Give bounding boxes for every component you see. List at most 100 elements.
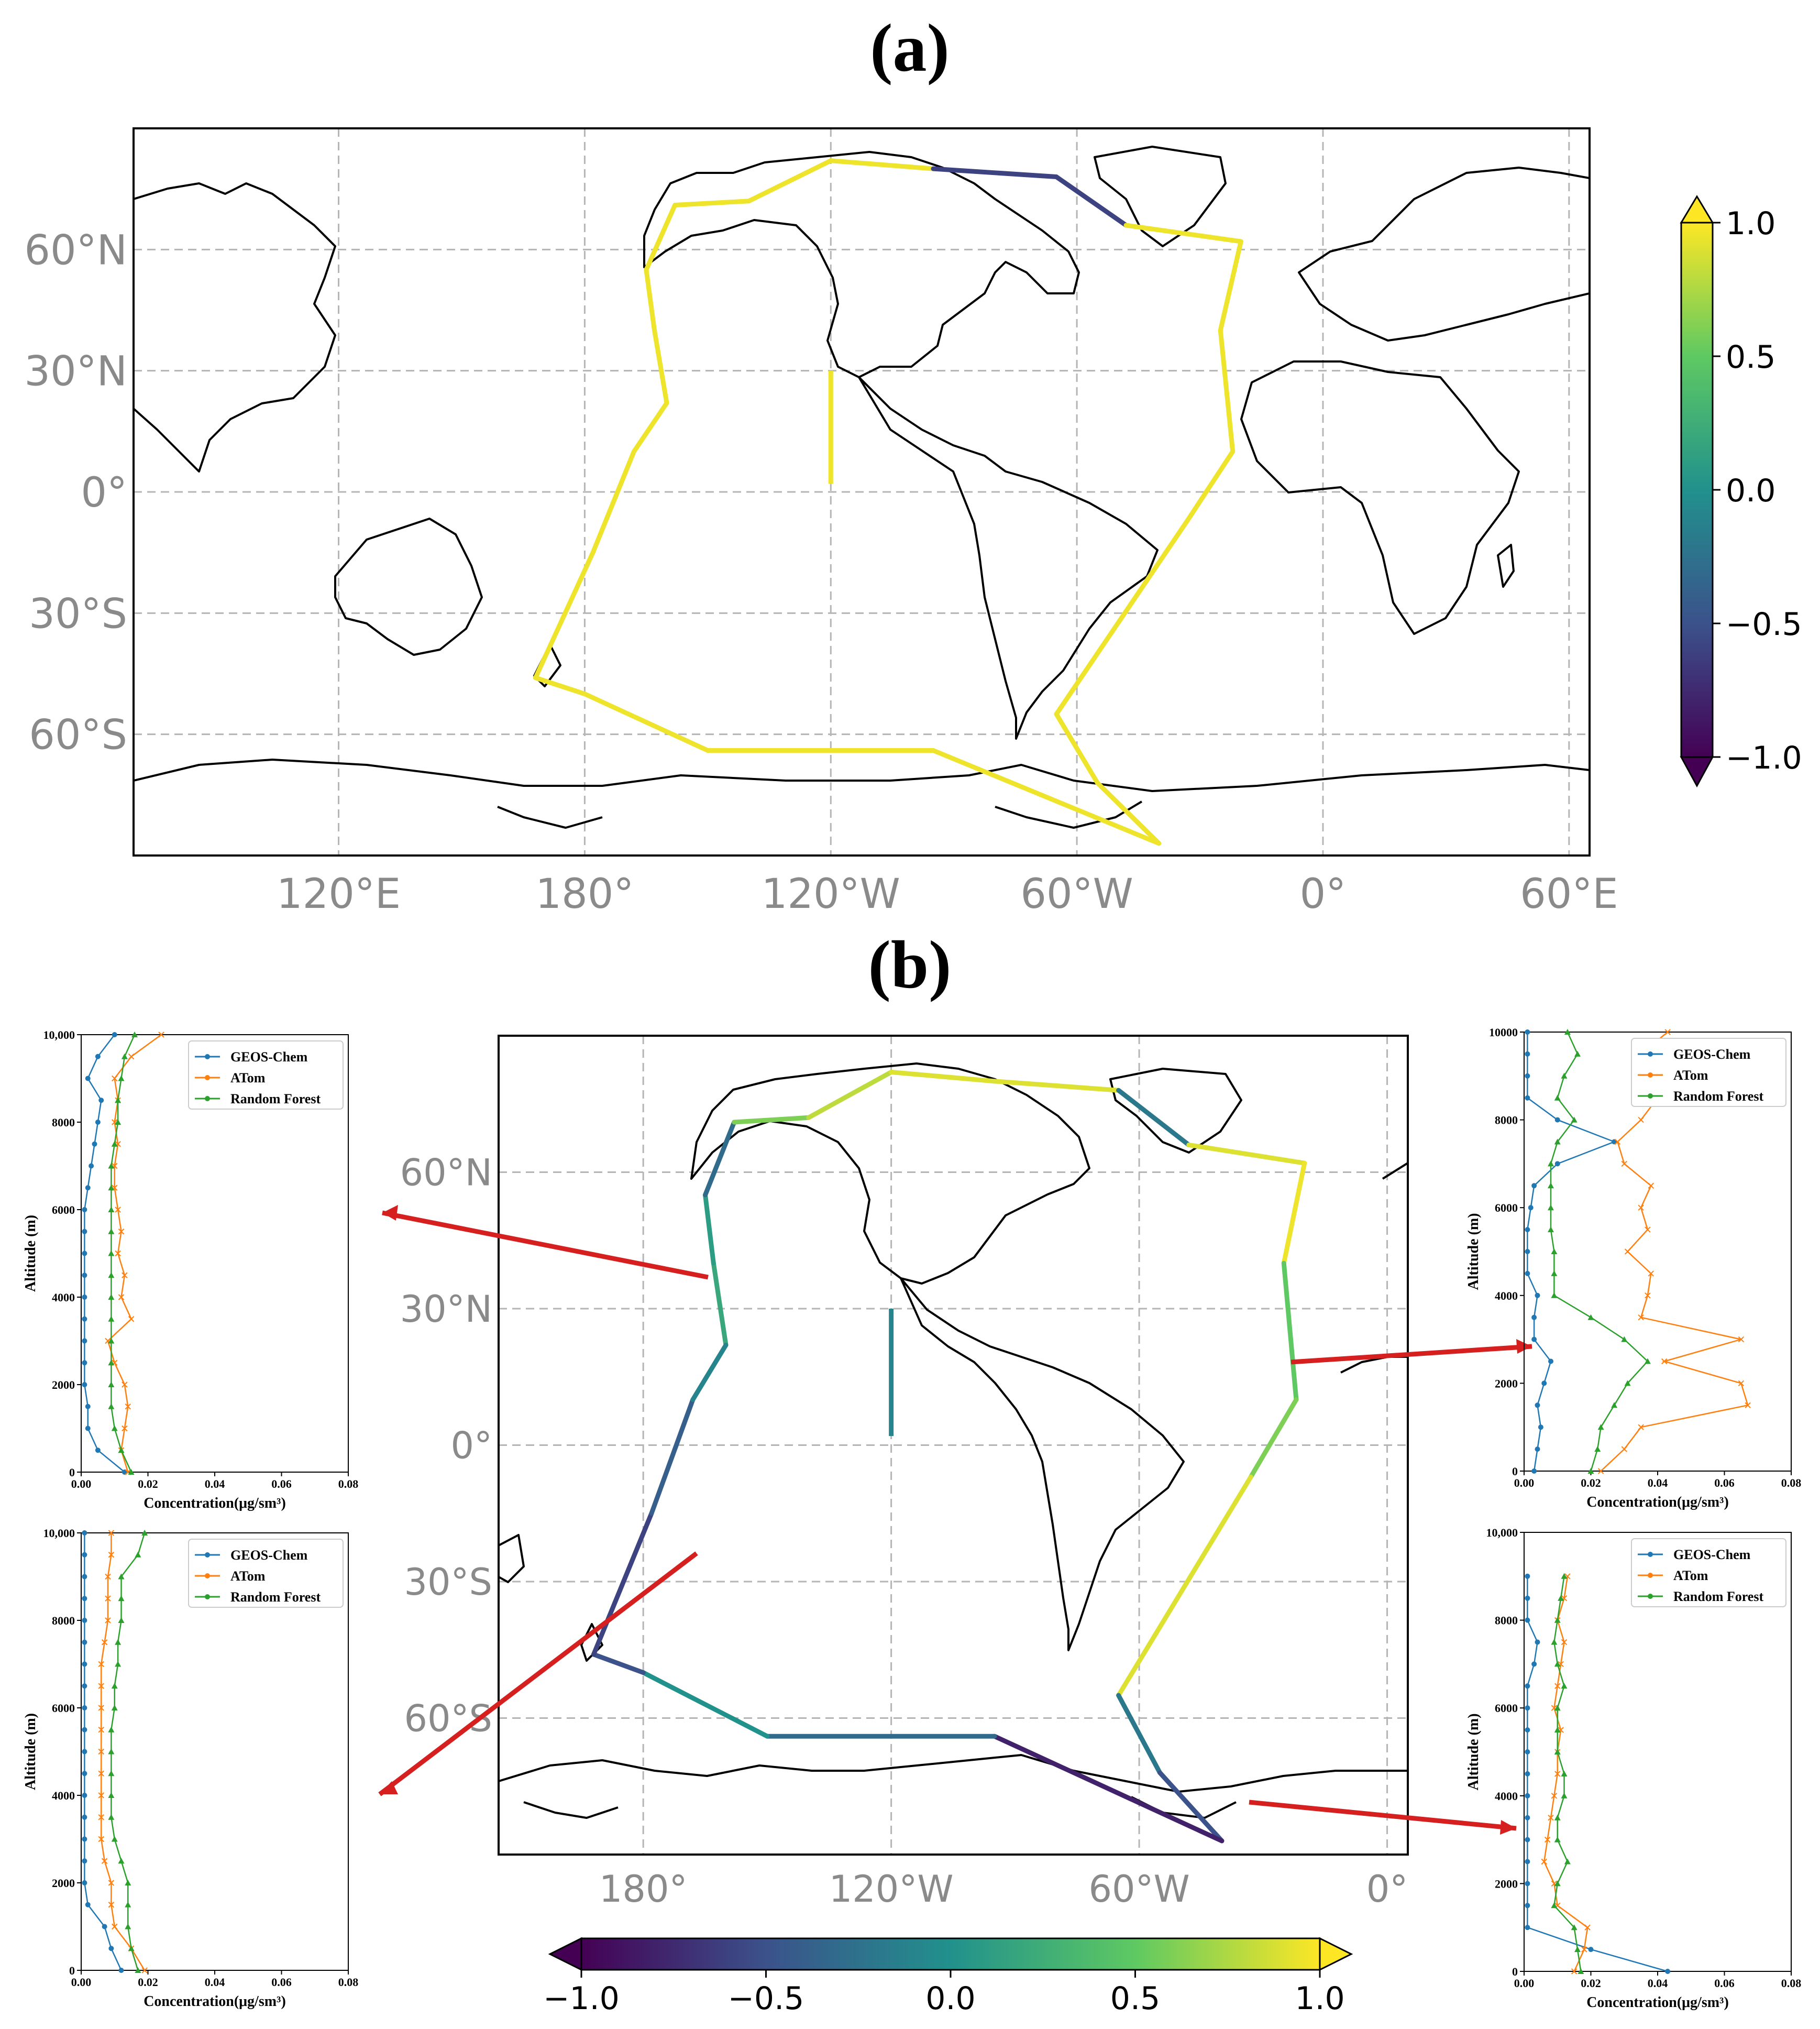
profile-point xyxy=(1541,1858,1547,1865)
profile-legend xyxy=(1631,1538,1786,1607)
colorbar-a-tick-label: 1.0 xyxy=(1726,205,1775,242)
profile-point xyxy=(108,1552,115,1558)
profile-point xyxy=(108,1814,115,1820)
profile-point xyxy=(105,1595,111,1602)
profile-point xyxy=(108,1272,115,1278)
profile-point xyxy=(82,1661,87,1667)
profile-point xyxy=(102,1924,107,1929)
profile-point xyxy=(1525,1683,1530,1689)
profile-point xyxy=(1525,1573,1530,1579)
profile-point xyxy=(128,1945,135,1951)
map-a-lat-ticks: 60°N 30°N 0° 30°S 60°S xyxy=(24,227,127,759)
profile-x-tick: 0.02 xyxy=(1581,1476,1601,1489)
profile-point xyxy=(1554,1094,1561,1101)
map-a-track-segment xyxy=(1218,328,1236,454)
profile-point xyxy=(98,1836,104,1842)
profile-point xyxy=(1588,1947,1594,1953)
profile-point xyxy=(95,1054,101,1059)
profile-point xyxy=(1538,1424,1543,1430)
profile-point xyxy=(111,1425,118,1431)
profile-point xyxy=(85,1425,91,1431)
profile-point xyxy=(1624,1380,1631,1386)
profile-point xyxy=(122,1381,128,1388)
colorbar-a-tick-label: −1.0 xyxy=(1726,740,1802,776)
profile-point xyxy=(98,1814,104,1820)
profile-point xyxy=(118,1968,124,1973)
colorbar-b-tick-label: −1.0 xyxy=(543,1980,620,2017)
map-a-lon-tick: 60°W xyxy=(1020,871,1133,918)
profile-point xyxy=(1554,1661,1561,1667)
profile-point xyxy=(1551,1902,1558,1909)
profile-x-tick: 0.06 xyxy=(271,1976,292,1989)
profile-point xyxy=(108,1185,115,1191)
profile-point xyxy=(108,1250,115,1256)
map-a-track-segment xyxy=(652,328,669,405)
profile-point xyxy=(1548,1358,1553,1364)
profile-x-tick: 0.08 xyxy=(1781,1476,1802,1489)
profile-point xyxy=(1551,1248,1558,1254)
legend-entry: ATom xyxy=(230,1569,266,1584)
profile-point xyxy=(1554,1683,1561,1690)
profile-point xyxy=(125,1901,131,1907)
map-b-track-segment xyxy=(732,1115,811,1125)
profile-x-label: Concentration(μg/sm³) xyxy=(1586,1994,1729,2011)
map-a-track-segment xyxy=(828,158,936,171)
map-a-lat-tick: 60°S xyxy=(29,712,127,759)
profile_top_right: 0.00 0.02 0.04 0.06 0.08 0 2000 4000 6000 8000 100… xyxy=(1465,1026,1801,1510)
profile-point xyxy=(1561,1770,1568,1776)
profile-point xyxy=(1525,1051,1530,1057)
colorbar-a: 1.0 0.5 0.0 −0.5 −1.0 xyxy=(1680,195,1802,788)
profile-point xyxy=(1648,1270,1654,1277)
profile_top_left: 0.00 0.02 0.04 0.06 0.08 0 2000 4000 6000 8000 10,… xyxy=(23,1028,358,1511)
map-b-flight-track xyxy=(591,1069,1307,1844)
profile-point xyxy=(108,1315,115,1322)
profile-point xyxy=(111,1836,118,1842)
profile-x-tick: 0.02 xyxy=(138,1477,158,1490)
profile-point xyxy=(105,1617,111,1624)
legend-marker xyxy=(1648,1051,1653,1057)
profile-point xyxy=(1594,1446,1601,1452)
legend-marker xyxy=(1648,1573,1653,1578)
profile-point xyxy=(101,1858,108,1864)
profile-point xyxy=(108,1530,115,1536)
profile-point xyxy=(1525,1903,1530,1909)
profile-point xyxy=(135,1967,141,1973)
profile-point xyxy=(1571,1116,1578,1123)
profile-y-tick: 6000 xyxy=(1495,1201,1518,1214)
colorbar-a-bottom-extend xyxy=(1680,756,1714,788)
profile-point xyxy=(1561,1639,1568,1646)
colorbar-b-ticks: −1.0 −0.5 0.0 0.5 1.0 xyxy=(543,1970,1345,2017)
profile-point xyxy=(1525,1227,1530,1233)
profile-point xyxy=(1548,1226,1554,1233)
profile-point xyxy=(82,1639,87,1645)
profile-point xyxy=(108,1748,115,1754)
profile-point xyxy=(108,1294,115,1300)
profile-point xyxy=(1638,1424,1644,1430)
profile-series-line xyxy=(1527,1576,1668,1972)
profile-point xyxy=(158,1032,164,1038)
map-b-frame xyxy=(498,1035,1409,1856)
profile-point xyxy=(128,1316,135,1322)
profile-x-tick: 0.00 xyxy=(71,1477,92,1490)
profile-point xyxy=(1648,1182,1654,1189)
map-a: 120°E 180° 120°W 60°W 0° 60°E 60°N30°N0°30°S6… xyxy=(24,127,1618,918)
profile-point xyxy=(1554,1161,1560,1167)
profile-point xyxy=(1645,1292,1651,1299)
profile-point xyxy=(89,1163,94,1169)
profile-y-tick: 10,000 xyxy=(43,1028,75,1041)
profile-point xyxy=(85,1403,91,1409)
profile-point xyxy=(1578,1968,1584,1974)
profile-y-tick: 8000 xyxy=(52,1614,75,1627)
profile-point xyxy=(108,1162,115,1169)
colorbar-b-tick-label: 0.5 xyxy=(1110,1980,1160,2017)
profile-legend xyxy=(1631,1038,1786,1107)
profile-point xyxy=(1535,1446,1540,1452)
profile-point xyxy=(112,1075,118,1082)
profile-point xyxy=(118,1858,125,1864)
legend-marker xyxy=(205,1075,210,1080)
profile-point xyxy=(1745,1402,1751,1409)
profile-y-label: Altitude (m) xyxy=(23,1713,39,1790)
profile-point xyxy=(1581,1946,1587,1953)
legend-entry: ATom xyxy=(1673,1068,1708,1083)
map-a-lon-tick: 180° xyxy=(535,871,634,918)
